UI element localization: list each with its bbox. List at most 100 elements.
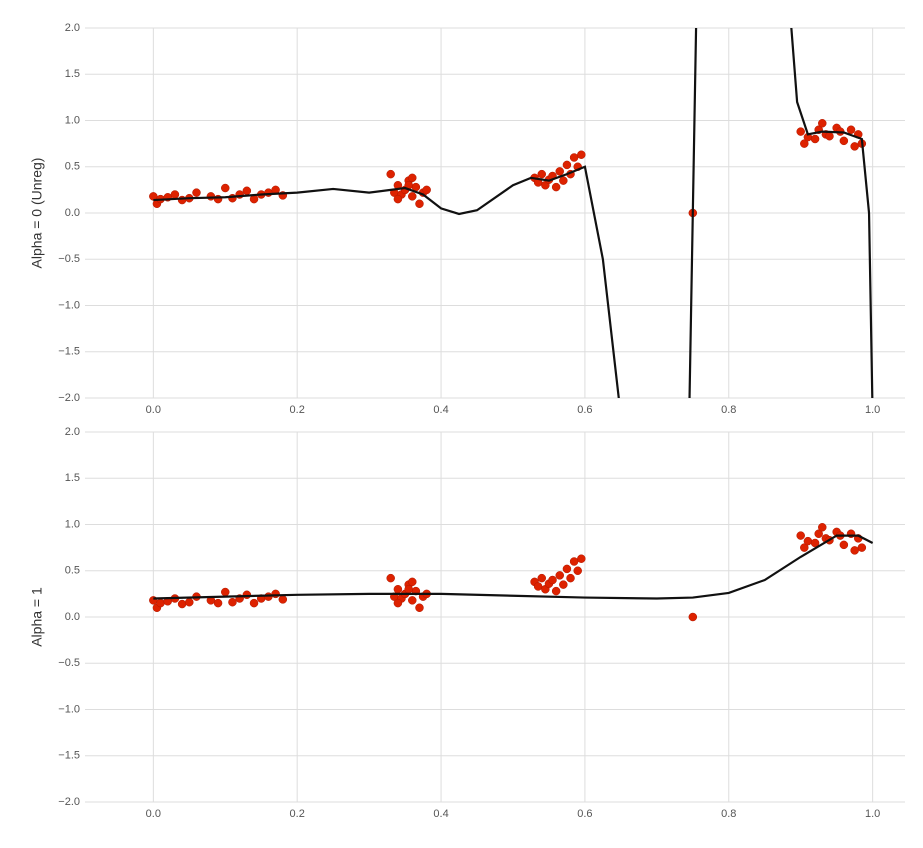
point xyxy=(555,571,564,580)
y-tick-label: 0.0 xyxy=(65,611,80,623)
point xyxy=(278,595,288,604)
point xyxy=(796,127,805,136)
x-tick-label: 0.2 xyxy=(290,404,305,416)
y-tick-label: −1.0 xyxy=(58,703,80,715)
y-tick-label: −2.0 xyxy=(58,392,80,404)
point xyxy=(825,131,834,141)
point xyxy=(408,577,417,587)
points xyxy=(149,119,867,218)
x-tick-label: 0.4 xyxy=(433,808,448,820)
x-tick-label: 0.2 xyxy=(290,808,305,820)
point xyxy=(156,598,165,608)
point xyxy=(555,167,564,176)
point xyxy=(221,587,230,597)
point xyxy=(839,136,849,146)
point xyxy=(559,176,568,185)
x-tick-label: 0.0 xyxy=(146,808,161,820)
point xyxy=(177,195,187,205)
point xyxy=(393,585,403,594)
point xyxy=(242,590,252,600)
point xyxy=(573,566,582,575)
point xyxy=(839,540,849,550)
x-tick-label: 0.8 xyxy=(721,808,736,820)
point xyxy=(569,557,579,566)
y-tick-label: 0.5 xyxy=(65,161,80,173)
fit-curve xyxy=(153,28,874,398)
point xyxy=(393,598,403,608)
y-tick-label: 0.0 xyxy=(65,207,80,219)
point xyxy=(192,188,201,197)
point xyxy=(228,193,237,203)
points xyxy=(149,523,867,622)
point xyxy=(206,192,216,201)
y-tick-label: −1.0 xyxy=(58,299,80,311)
y-tick-label: 1.0 xyxy=(65,518,80,530)
point xyxy=(271,589,280,599)
point xyxy=(537,573,547,583)
point xyxy=(846,125,856,134)
point xyxy=(577,150,586,159)
point xyxy=(264,188,273,197)
point xyxy=(415,199,424,208)
point xyxy=(170,190,180,199)
x-tick-label: 0.6 xyxy=(577,404,592,416)
point xyxy=(213,598,223,608)
point xyxy=(422,185,431,195)
point xyxy=(562,564,572,574)
y-tick-label: 2.0 xyxy=(65,22,80,34)
point xyxy=(386,169,395,179)
point xyxy=(177,599,187,609)
point xyxy=(569,153,579,162)
y-axis-title: Alpha = 0 (Unreg) xyxy=(29,158,45,269)
point xyxy=(548,575,557,585)
point xyxy=(415,603,424,612)
point xyxy=(408,596,417,605)
subplot: 0.0 0.2 0.4 0.6 0.8 1.0 −2.0 −1.5 −1.0 −0.5 0.0 0.5… xyxy=(29,22,905,416)
point xyxy=(796,531,805,540)
y-axis-title: Alpha = 1 xyxy=(29,587,45,647)
point xyxy=(249,598,259,608)
point xyxy=(533,582,543,591)
x-tick-label: 0.6 xyxy=(577,808,592,820)
point xyxy=(562,160,572,170)
y-tick-label: −2.0 xyxy=(58,796,80,808)
y-tick-label: −0.5 xyxy=(58,657,80,669)
point xyxy=(393,194,403,204)
subplot: 0.0 0.2 0.4 0.6 0.8 1.0 −2.0 −1.5 −1.0 −0.5 0.0 0.5… xyxy=(29,426,905,820)
x-tick-label: 0.4 xyxy=(433,404,448,416)
fit-curve xyxy=(153,534,874,600)
point xyxy=(810,538,820,548)
point xyxy=(221,183,230,193)
point xyxy=(577,554,586,563)
point xyxy=(800,543,809,552)
point xyxy=(559,580,568,589)
x-tick-label: 1.0 xyxy=(865,404,880,416)
y-tick-label: 0.5 xyxy=(65,565,80,577)
point xyxy=(803,536,813,546)
point xyxy=(386,573,395,583)
point xyxy=(850,142,859,151)
point xyxy=(242,186,252,196)
point xyxy=(404,585,413,594)
point xyxy=(814,529,823,538)
point xyxy=(551,182,561,192)
point xyxy=(818,523,827,532)
y-tick-label: 1.0 xyxy=(65,114,80,126)
point xyxy=(818,119,827,128)
point xyxy=(850,546,859,555)
point xyxy=(857,543,867,552)
point xyxy=(228,597,237,607)
y-tick-label: −0.5 xyxy=(58,253,80,265)
y-tick-label: 2.0 xyxy=(65,426,80,438)
point xyxy=(551,586,561,596)
y-tick-label: 1.5 xyxy=(65,68,80,80)
y-tick-label: 1.5 xyxy=(65,472,80,484)
x-tick-label: 0.8 xyxy=(721,404,736,416)
x-tick-label: 1.0 xyxy=(865,808,880,820)
point xyxy=(810,134,820,144)
y-tick-label: −1.5 xyxy=(58,346,80,358)
y-tick-label: −1.5 xyxy=(58,750,80,762)
point xyxy=(408,173,417,183)
x-tick-label: 0.0 xyxy=(146,404,161,416)
